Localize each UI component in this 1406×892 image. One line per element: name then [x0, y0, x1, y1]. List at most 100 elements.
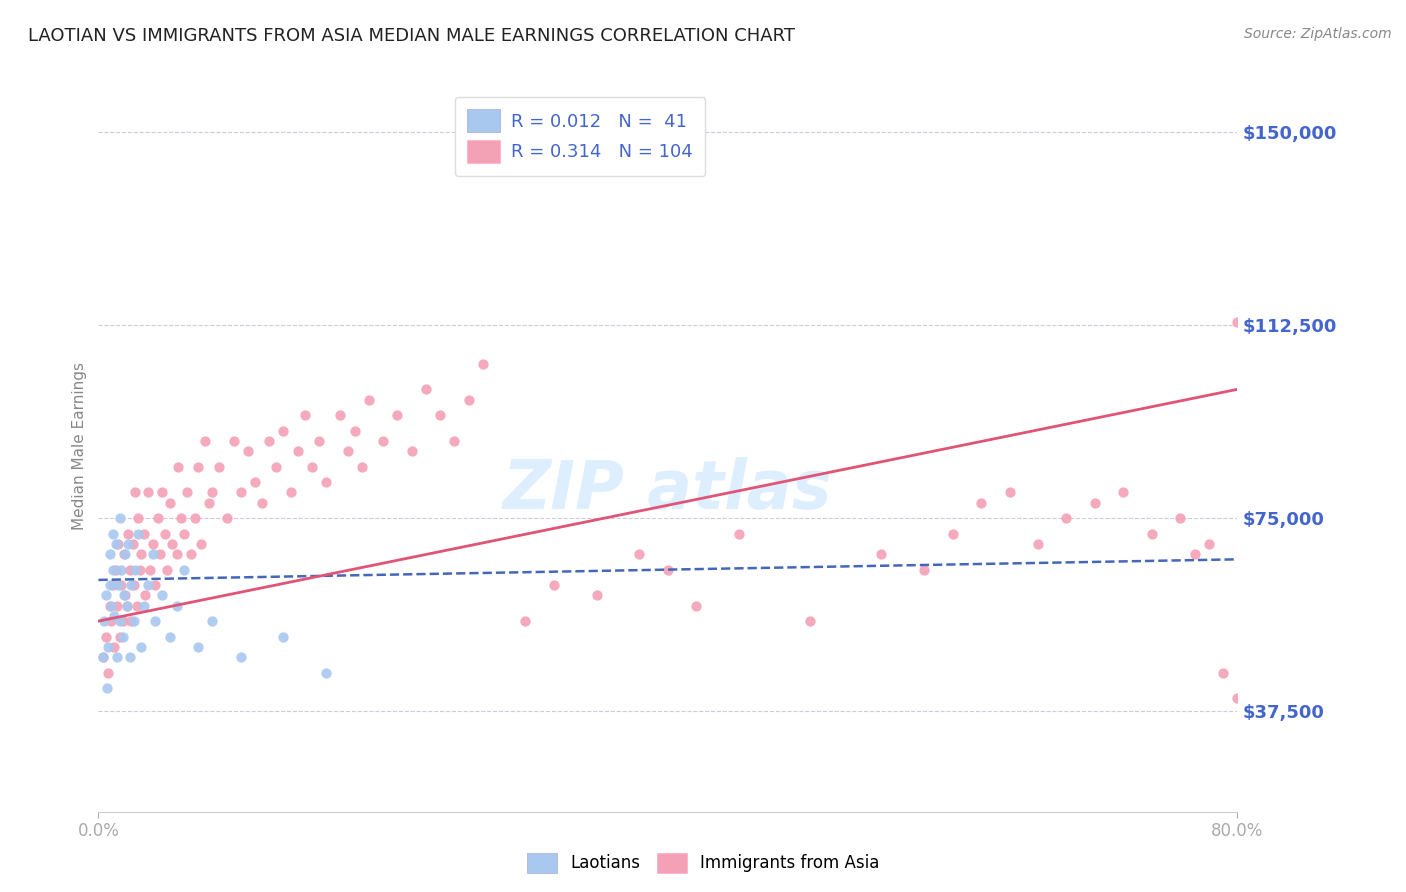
Point [1084, 496, 1107, 510]
Point [94, 630, 117, 644]
Point [107, 537, 129, 551]
Point [108, 614, 131, 628]
Point [104, 563, 127, 577]
Point [141, 537, 163, 551]
Point [336, 444, 359, 458]
Legend: R = 0.012   N =  41, R = 0.314   N = 104: R = 0.012 N = 41, R = 0.314 N = 104 [454, 96, 706, 176]
Point [728, 526, 751, 541]
Point [94, 588, 117, 602]
Point [101, 578, 124, 592]
Point [129, 640, 152, 654]
Point [1226, 315, 1249, 329]
Point [259, 434, 281, 448]
Point [93, 614, 115, 628]
Point [685, 599, 707, 613]
Point [166, 547, 188, 561]
Text: Source: ZipAtlas.com: Source: ZipAtlas.com [1244, 27, 1392, 41]
Point [121, 537, 143, 551]
Point [136, 578, 159, 592]
Point [250, 496, 273, 510]
Point [266, 459, 288, 474]
Point [222, 434, 245, 448]
Point [912, 563, 935, 577]
Point [1212, 665, 1234, 680]
Point [98, 578, 121, 592]
Point [112, 547, 135, 561]
Point [198, 496, 221, 510]
Point [273, 630, 295, 644]
Point [236, 444, 259, 458]
Point [118, 563, 141, 577]
Point [515, 614, 537, 628]
Point [350, 459, 373, 474]
Point [129, 547, 152, 561]
Point [799, 614, 821, 628]
Point [145, 578, 167, 592]
Point [166, 599, 188, 613]
Point [184, 511, 207, 525]
Point [201, 614, 224, 628]
Point [125, 599, 148, 613]
Point [1026, 537, 1049, 551]
Point [103, 609, 125, 624]
Point [628, 547, 651, 561]
Point [170, 511, 193, 525]
Point [127, 511, 149, 525]
Y-axis label: Median Male Earnings: Median Male Earnings [72, 362, 87, 530]
Point [98, 547, 121, 561]
Point [1226, 691, 1249, 706]
Point [122, 614, 145, 628]
Point [120, 614, 142, 628]
Point [101, 563, 124, 577]
Point [110, 578, 132, 592]
Point [122, 578, 145, 592]
Point [134, 588, 156, 602]
Point [457, 392, 479, 407]
Point [429, 408, 451, 422]
Point [187, 640, 209, 654]
Point [111, 630, 134, 644]
Point [173, 526, 195, 541]
Point [156, 563, 179, 577]
Point [149, 547, 172, 561]
Point [1140, 526, 1163, 541]
Point [159, 630, 181, 644]
Point [315, 665, 337, 680]
Point [96, 681, 118, 695]
Point [443, 434, 465, 448]
Point [243, 475, 266, 489]
Point [173, 563, 195, 577]
Point [132, 526, 155, 541]
Point [308, 434, 330, 448]
Point [132, 599, 155, 613]
Point [124, 563, 146, 577]
Point [657, 563, 679, 577]
Point [118, 650, 141, 665]
Point [387, 408, 409, 422]
Point [1170, 511, 1192, 525]
Point [229, 485, 252, 500]
Point [280, 485, 302, 500]
Point [103, 640, 125, 654]
Point [138, 563, 160, 577]
Point [155, 526, 177, 541]
Point [1184, 547, 1206, 561]
Point [415, 382, 437, 396]
Point [1112, 485, 1135, 500]
Point [120, 578, 142, 592]
Point [105, 650, 128, 665]
Point [136, 485, 159, 500]
Point [1056, 511, 1078, 525]
Point [128, 563, 150, 577]
Point [124, 485, 146, 500]
Point [215, 511, 238, 525]
Point [114, 588, 136, 602]
Point [401, 444, 423, 458]
Point [201, 485, 224, 500]
Point [97, 665, 120, 680]
Point [108, 630, 131, 644]
Point [148, 511, 170, 525]
Point [942, 526, 965, 541]
Point [315, 475, 337, 489]
Point [91, 650, 114, 665]
